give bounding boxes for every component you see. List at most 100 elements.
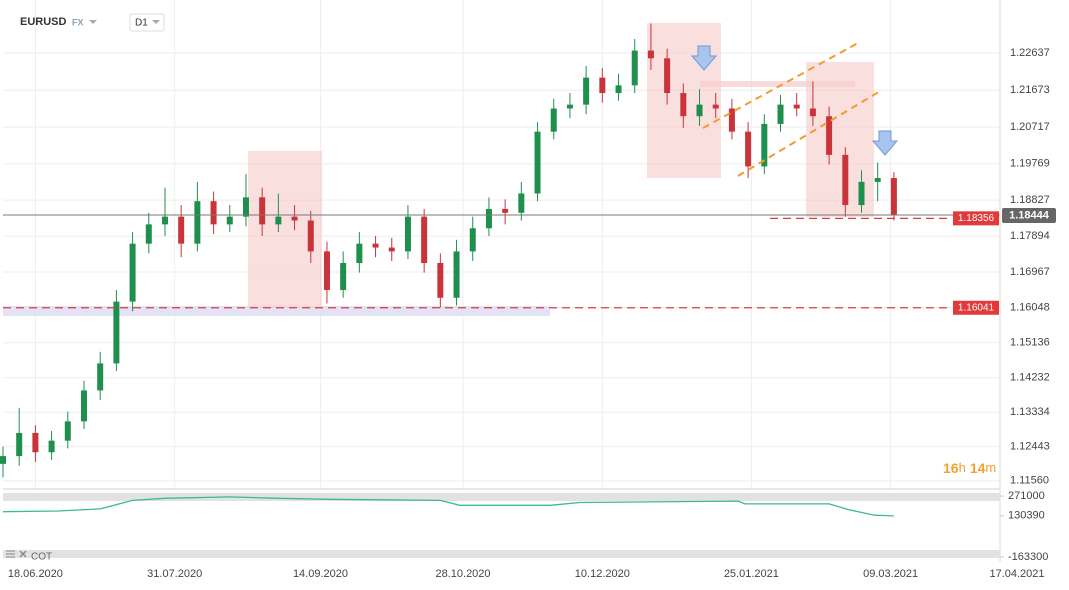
countdown-part: 14: [970, 460, 986, 476]
y-tick-label: 1.14232: [1010, 372, 1050, 384]
price-level-label: 1.16041: [958, 302, 995, 313]
candle-body: [777, 104, 784, 124]
candle-body: [275, 216, 282, 225]
candle-body: [340, 262, 347, 291]
candle-body: [259, 197, 266, 225]
candle-body: [890, 178, 897, 216]
highlight-band: [700, 81, 855, 87]
cot-panel: [2, 495, 1004, 558]
candle-body: [469, 228, 476, 252]
candle-body: [145, 224, 152, 244]
candle-body: [793, 104, 800, 109]
dropdown-caret: [152, 20, 160, 24]
candle-body: [680, 93, 687, 117]
candle-body: [32, 432, 39, 453]
countdown-part: m: [985, 460, 996, 475]
x-tick-label: 09.03.2021: [863, 568, 918, 580]
last-price-tag: [1002, 207, 1056, 223]
indicator-band: [3, 550, 1000, 558]
down-arrow: [871, 130, 899, 156]
candle-body: [566, 104, 573, 109]
candle-body: [388, 247, 395, 252]
candle-body: [534, 131, 541, 194]
plot-area: [0, 23, 1000, 478]
indicator-name: COT: [31, 552, 52, 563]
candle-body: [64, 421, 71, 441]
candle-body: [48, 440, 55, 453]
x-tick-label: 17.04.2021: [989, 568, 1044, 580]
candle-body: [97, 363, 104, 391]
candle-body: [696, 104, 703, 117]
y-tick-label: 1.11560: [1010, 475, 1049, 487]
countdown: 16h 14m: [943, 460, 996, 476]
candle-body: [242, 197, 249, 217]
x-tick-label: 18.06.2020: [8, 568, 63, 580]
y-tick-label: 1.17894: [1010, 230, 1050, 242]
dropdown-caret[interactable]: [89, 20, 97, 24]
candle-body: [210, 201, 217, 225]
close-icon[interactable]: [19, 550, 27, 558]
candle-body: [323, 251, 330, 291]
candle-body: [809, 108, 816, 117]
candle-body: [826, 116, 833, 155]
x-tick-label: 14.09.2020: [293, 568, 348, 580]
candle-body: [16, 432, 23, 457]
channel-line: [737, 89, 883, 177]
price-level-label: 1.18356: [958, 213, 995, 224]
y-tick-label: 1.19769: [1010, 158, 1050, 170]
indicator-band: [3, 493, 1000, 501]
x-tick-label: 25.01.2021: [724, 568, 779, 580]
last-price-label: 1.18444: [1009, 209, 1050, 221]
candle-body: [550, 108, 557, 132]
candle-body: [113, 301, 120, 364]
y-tick-label: 271000: [1008, 490, 1045, 502]
candle-body: [728, 108, 735, 132]
y-tick-label: 1.22637: [1010, 47, 1050, 59]
candle-body: [307, 220, 314, 252]
candle-body: [372, 243, 379, 248]
y-tick-label: 130390: [1008, 510, 1045, 522]
y-tick-label: 1.21673: [1010, 84, 1050, 96]
market: FX: [72, 17, 84, 27]
candle-body: [761, 123, 768, 167]
x-tick-label: 28.10.2020: [435, 568, 490, 580]
candle-body: [194, 201, 201, 244]
support-zone: [3, 306, 550, 316]
candle-body: [874, 178, 881, 182]
candle-body: [356, 243, 363, 263]
y-tick-label: 1.13334: [1010, 406, 1050, 418]
x-tick-label: 10.12.2020: [575, 568, 630, 580]
candle-body: [858, 181, 865, 206]
indicator-legend: COT: [6, 550, 52, 563]
candle-body: [80, 390, 87, 422]
candle-body: [842, 154, 849, 206]
y-tick-label: 1.18827: [1010, 194, 1050, 206]
candle-body: [404, 216, 411, 252]
candle-body: [129, 243, 136, 302]
y-tick-label: 1.15136: [1010, 337, 1050, 349]
menu-icon[interactable]: [6, 550, 15, 558]
candle-body: [647, 50, 654, 59]
candle-body: [161, 216, 168, 225]
y-tick-label: -163300: [1008, 551, 1048, 563]
candle-body: [599, 77, 606, 94]
candle-body: [485, 208, 492, 229]
candle-body: [226, 216, 233, 225]
candle-body: [583, 77, 590, 105]
countdown-part: 16: [943, 460, 959, 476]
candle-body: [712, 104, 719, 109]
y-tick-label: 1.12443: [1010, 441, 1050, 453]
price-level-tag: [953, 300, 999, 315]
candle-body: [745, 131, 752, 167]
candle-body: [291, 216, 298, 221]
price-level-tag: [953, 211, 999, 226]
candle-body: [437, 262, 444, 298]
countdown-part: h: [959, 460, 966, 475]
cot-line: [2, 496, 894, 517]
candle-body: [421, 216, 428, 263]
timeframe-select[interactable]: [129, 13, 165, 32]
channel-line: [702, 42, 859, 129]
candle-body: [502, 208, 509, 213]
